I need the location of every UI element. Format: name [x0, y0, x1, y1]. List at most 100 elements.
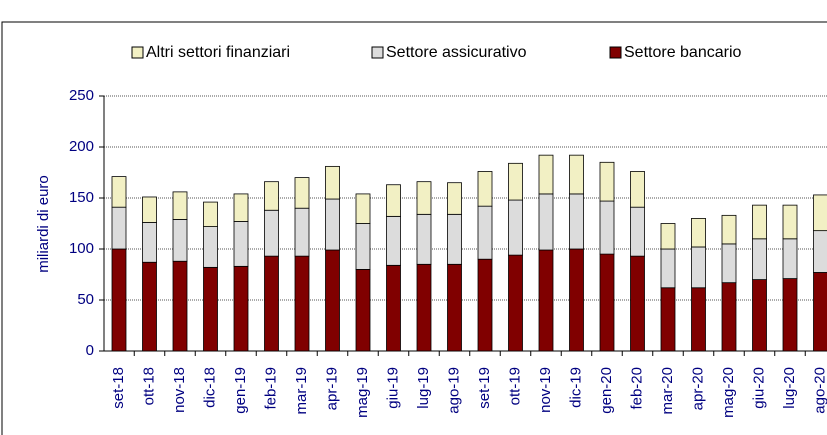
bar-segment — [447, 182, 462, 215]
bar-segment — [508, 254, 523, 352]
chart-frame — [1, 21, 827, 435]
x-tick-label: ott-18 — [140, 367, 157, 405]
x-tick-label: ago-19 — [445, 367, 462, 414]
x-tick-label: lug-19 — [415, 367, 432, 409]
bar-segment — [721, 214, 737, 245]
bar-segment — [386, 184, 401, 217]
bar-segment — [721, 243, 737, 284]
bar-segment — [386, 215, 401, 266]
bar-segment — [813, 272, 827, 352]
y-tick-label: 100 — [69, 240, 94, 257]
bar-segment — [477, 171, 493, 207]
bar-segment — [813, 230, 827, 273]
bar-segment — [630, 255, 645, 352]
x-tick-label: mar-20 — [659, 367, 676, 415]
bar-segment — [538, 193, 554, 251]
x-tick-label: apr-19 — [323, 367, 340, 410]
bar-segment — [264, 209, 279, 257]
bar-segment — [294, 177, 310, 209]
bar-segment — [782, 238, 798, 279]
legend-swatch — [371, 46, 384, 59]
x-tick-label: lug-20 — [781, 367, 798, 409]
bar-segment — [691, 246, 706, 289]
y-tick-label: 0 — [86, 342, 94, 359]
x-tick-label: ago-20 — [811, 367, 827, 414]
bar-segment — [569, 154, 584, 195]
x-tick-label: feb-19 — [262, 367, 279, 410]
y-tick-label: 50 — [77, 291, 94, 308]
x-tick-label: giu-20 — [750, 367, 767, 409]
bar-segment — [142, 196, 157, 223]
bar-segment — [782, 278, 798, 352]
legend-swatch — [131, 46, 144, 59]
x-tick-label: dic-19 — [567, 367, 584, 408]
bar-segment — [752, 279, 767, 352]
legend-swatch — [609, 46, 622, 59]
x-tick-label: nov-18 — [171, 367, 188, 413]
bar-segment — [203, 226, 218, 268]
bar-segment — [447, 263, 462, 352]
bar-segment — [721, 282, 737, 352]
bar-segment — [477, 205, 493, 260]
bar-segment — [203, 266, 218, 352]
bar-segment — [172, 260, 188, 352]
bar-segment — [569, 193, 584, 250]
bar-segment — [142, 261, 157, 352]
bar-segment — [508, 199, 523, 256]
x-tick-label: gen-20 — [598, 367, 615, 414]
bar-segment — [233, 221, 249, 267]
bar-segment — [233, 193, 249, 222]
bar-segment — [447, 213, 462, 265]
x-tick-label: nov-19 — [537, 367, 554, 413]
bar-segment — [630, 171, 645, 208]
x-tick-label: dic-18 — [201, 367, 218, 408]
bar-segment — [203, 201, 218, 227]
x-tick-label: giu-19 — [384, 367, 401, 409]
bar-segment — [660, 287, 676, 352]
x-tick-label: mag-20 — [720, 367, 737, 418]
bar-segment — [142, 222, 157, 263]
bar-segment — [416, 181, 432, 215]
bar-segment — [416, 213, 432, 265]
bar-segment — [111, 206, 127, 250]
bar-segment — [660, 223, 676, 250]
bar-segment — [355, 268, 371, 352]
bar-segment — [355, 223, 371, 270]
bar-segment — [599, 200, 615, 255]
x-tick-label: apr-20 — [689, 367, 706, 410]
legend-label: Altri settori finanziari — [146, 44, 290, 61]
bar-segment — [325, 198, 340, 251]
bar-segment — [691, 287, 706, 352]
bar-segment — [172, 219, 188, 262]
bar-segment — [752, 238, 767, 281]
bar-segment — [264, 181, 279, 211]
bar-segment — [416, 263, 432, 352]
y-tick-label: 200 — [69, 138, 94, 155]
bar-segment — [508, 162, 523, 201]
x-tick-label: set-19 — [476, 367, 493, 409]
bar-segment — [630, 206, 645, 257]
bar-segment — [691, 217, 706, 248]
bar-segment — [538, 154, 554, 195]
y-axis-label: miliardi di euro — [35, 175, 52, 273]
bar-segment — [477, 258, 493, 352]
bar-segment — [386, 264, 401, 352]
bar-segment — [660, 248, 676, 289]
y-tick-label: 150 — [69, 189, 94, 206]
legend-label: Settore assicurativo — [386, 44, 527, 61]
x-tick-label: gen-19 — [232, 367, 249, 414]
x-tick-label: set-18 — [110, 367, 127, 409]
bar-segment — [782, 204, 798, 240]
bar-segment — [813, 194, 827, 232]
x-tick-label: feb-20 — [628, 367, 645, 410]
bar-segment — [599, 161, 615, 202]
legend-label: Settore bancario — [624, 44, 742, 61]
bar-segment — [325, 249, 340, 352]
bar-segment — [264, 255, 279, 352]
bar-segment — [294, 207, 310, 257]
bar-segment — [233, 265, 249, 352]
bar-segment — [538, 249, 554, 352]
bar-segment — [599, 253, 615, 352]
bar-segment — [569, 248, 584, 352]
